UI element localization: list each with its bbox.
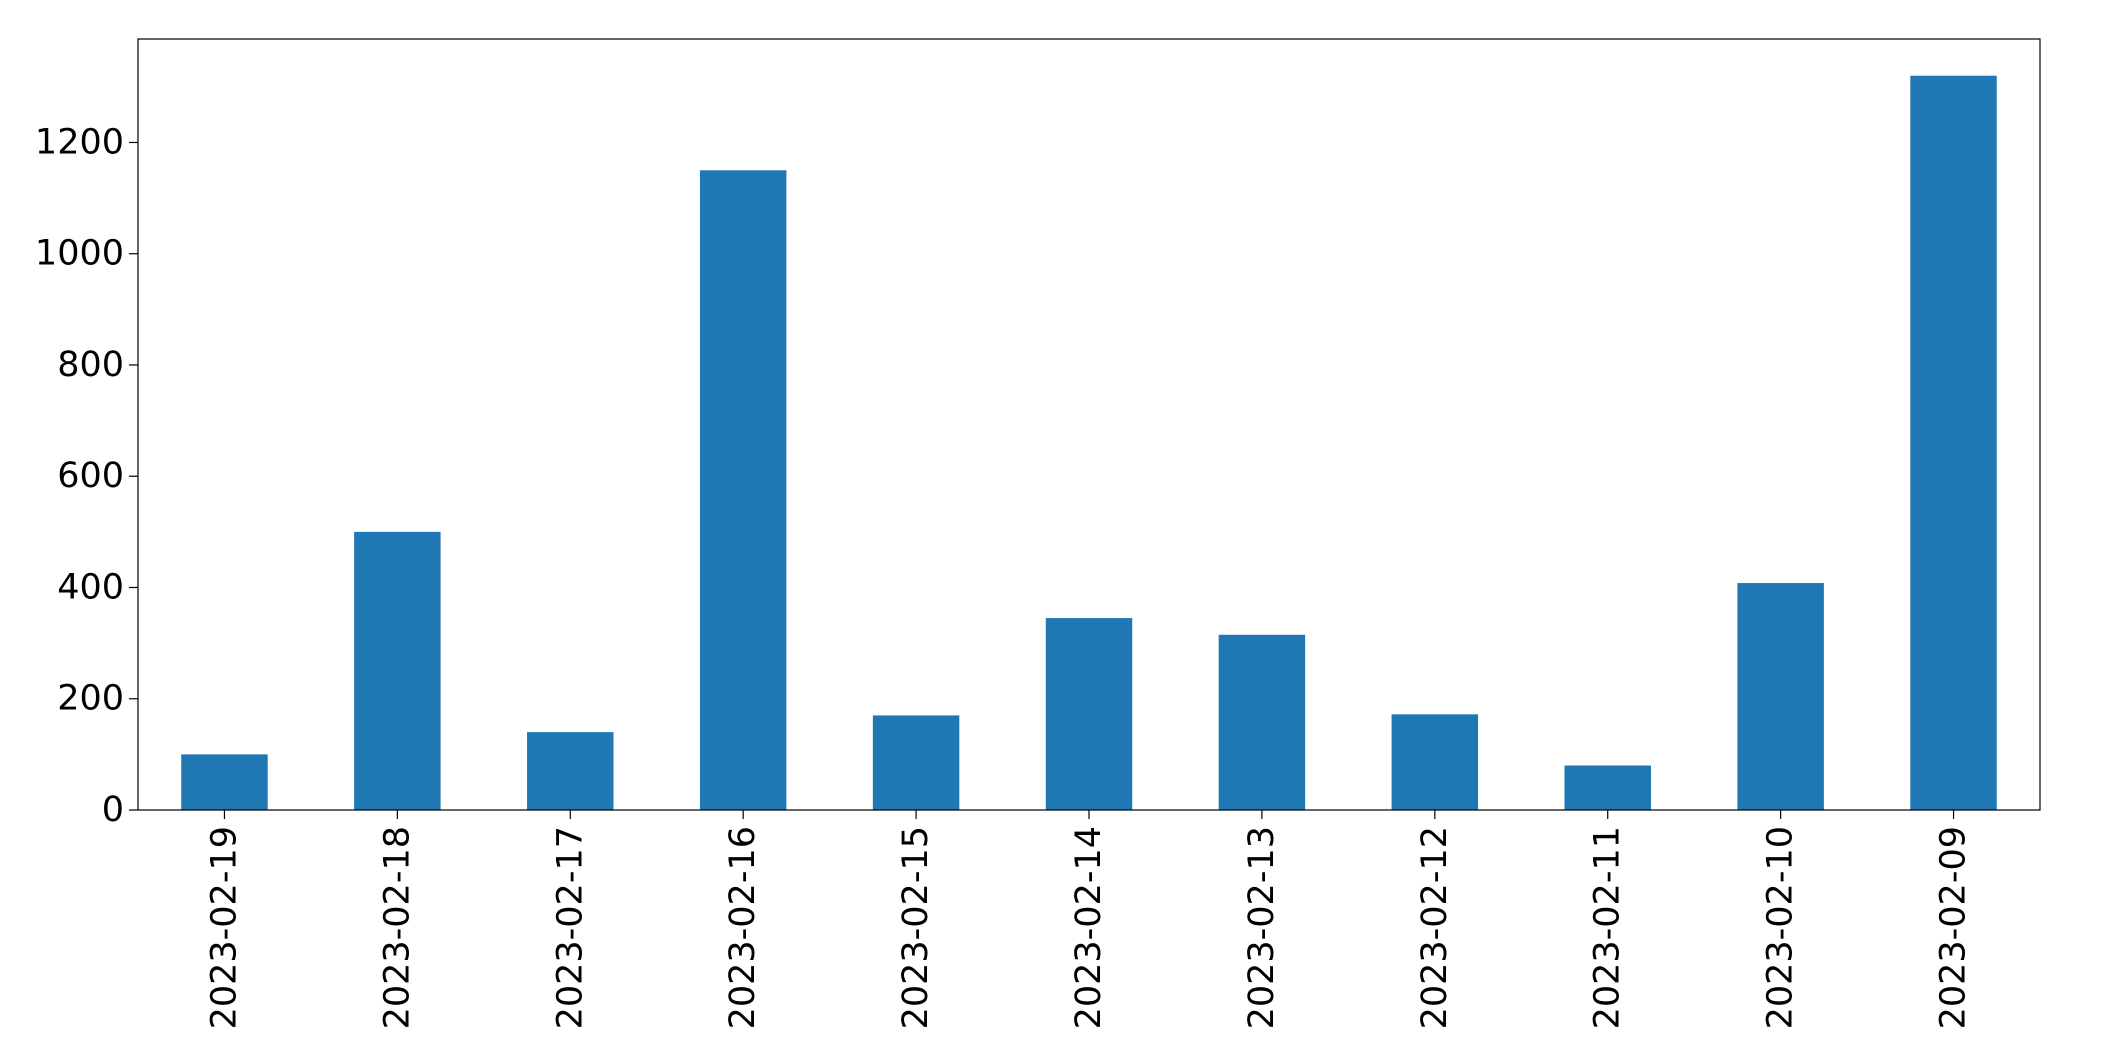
y-axis: 0 200 400 600 800 1000 1200	[35, 122, 138, 830]
bar-2023-02-10	[1737, 583, 1824, 810]
y-tick-label: 1200	[35, 122, 124, 162]
bar-2023-02-09	[1910, 75, 1997, 810]
x-tick-label: 2023-02-13	[1242, 826, 1282, 1029]
y-tick-label: 0	[102, 790, 124, 830]
y-tick-label: 200	[57, 679, 124, 719]
bar-2023-02-11	[1564, 765, 1651, 810]
bars-group	[181, 75, 1997, 811]
bar-2023-02-13	[1218, 634, 1306, 810]
x-tick-label: 2023-02-15	[896, 826, 936, 1029]
bar-2023-02-14	[1045, 618, 1133, 810]
x-tick-label: 2023-02-10	[1761, 826, 1801, 1029]
x-tick-label: 2023-02-09	[1934, 826, 1974, 1029]
y-tick-label: 400	[57, 567, 124, 607]
y-tick-label: 600	[57, 456, 124, 496]
y-tick-label: 800	[57, 345, 124, 385]
y-tick-label: 1000	[35, 234, 124, 274]
x-tick-label: 2023-02-14	[1069, 826, 1109, 1029]
bar-2023-02-19	[181, 754, 268, 810]
x-tick-label: 2023-02-16	[723, 826, 763, 1029]
x-axis: 2023-02-19 2023-02-18 2023-02-17 2023-02-16…	[204, 810, 1974, 1029]
bar-2023-02-18	[354, 531, 441, 810]
x-tick-label: 2023-02-12	[1415, 826, 1455, 1029]
x-tick-label: 2023-02-18	[377, 826, 417, 1029]
bar-2023-02-12	[1391, 714, 1479, 810]
x-tick-label: 2023-02-11	[1588, 826, 1628, 1029]
bar-2023-02-16	[699, 170, 787, 811]
x-tick-label: 2023-02-19	[204, 826, 244, 1029]
x-tick-label: 2023-02-17	[550, 826, 590, 1029]
bar-2023-02-15	[872, 715, 960, 810]
bar-2023-02-17	[527, 732, 614, 810]
